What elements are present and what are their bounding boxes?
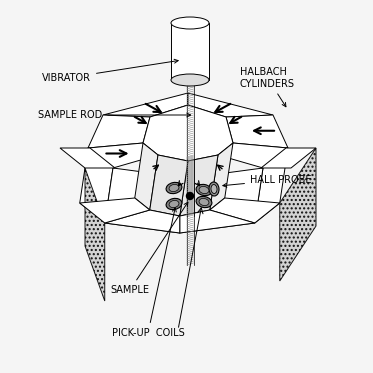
Ellipse shape	[171, 17, 209, 29]
Ellipse shape	[196, 184, 212, 195]
Text: HALL PROBE: HALL PROBE	[223, 175, 311, 187]
Polygon shape	[88, 115, 150, 148]
Text: VIBRATOR: VIBRATOR	[42, 59, 178, 83]
Polygon shape	[135, 143, 158, 210]
Polygon shape	[150, 155, 188, 216]
Polygon shape	[255, 148, 288, 223]
Polygon shape	[210, 143, 233, 210]
Ellipse shape	[166, 198, 182, 210]
Polygon shape	[210, 198, 280, 223]
Text: SAMPLE ROD: SAMPLE ROD	[38, 110, 191, 120]
Polygon shape	[80, 148, 113, 223]
Polygon shape	[143, 105, 233, 161]
Ellipse shape	[199, 198, 209, 206]
Text: SAMPLE: SAMPLE	[110, 202, 188, 295]
Text: PICK-UP  COILS: PICK-UP COILS	[112, 208, 184, 338]
Polygon shape	[80, 198, 150, 223]
Polygon shape	[103, 93, 188, 117]
Ellipse shape	[166, 182, 182, 194]
Polygon shape	[105, 168, 188, 233]
Ellipse shape	[209, 182, 219, 196]
Polygon shape	[180, 210, 255, 233]
Polygon shape	[85, 168, 105, 301]
Ellipse shape	[199, 186, 209, 194]
Polygon shape	[180, 168, 263, 233]
Polygon shape	[226, 115, 288, 148]
Polygon shape	[88, 143, 158, 168]
Polygon shape	[261, 148, 316, 168]
Ellipse shape	[211, 185, 217, 194]
Ellipse shape	[169, 184, 179, 192]
Polygon shape	[218, 143, 288, 168]
Polygon shape	[180, 155, 218, 216]
Polygon shape	[171, 23, 209, 80]
Ellipse shape	[169, 200, 179, 208]
Polygon shape	[188, 93, 273, 117]
Ellipse shape	[196, 196, 212, 208]
Polygon shape	[105, 210, 180, 233]
Text: HALBACH
CYLINDERS: HALBACH CYLINDERS	[240, 67, 295, 107]
Ellipse shape	[171, 74, 209, 86]
Polygon shape	[60, 148, 115, 168]
Circle shape	[186, 192, 194, 200]
Polygon shape	[280, 148, 316, 281]
